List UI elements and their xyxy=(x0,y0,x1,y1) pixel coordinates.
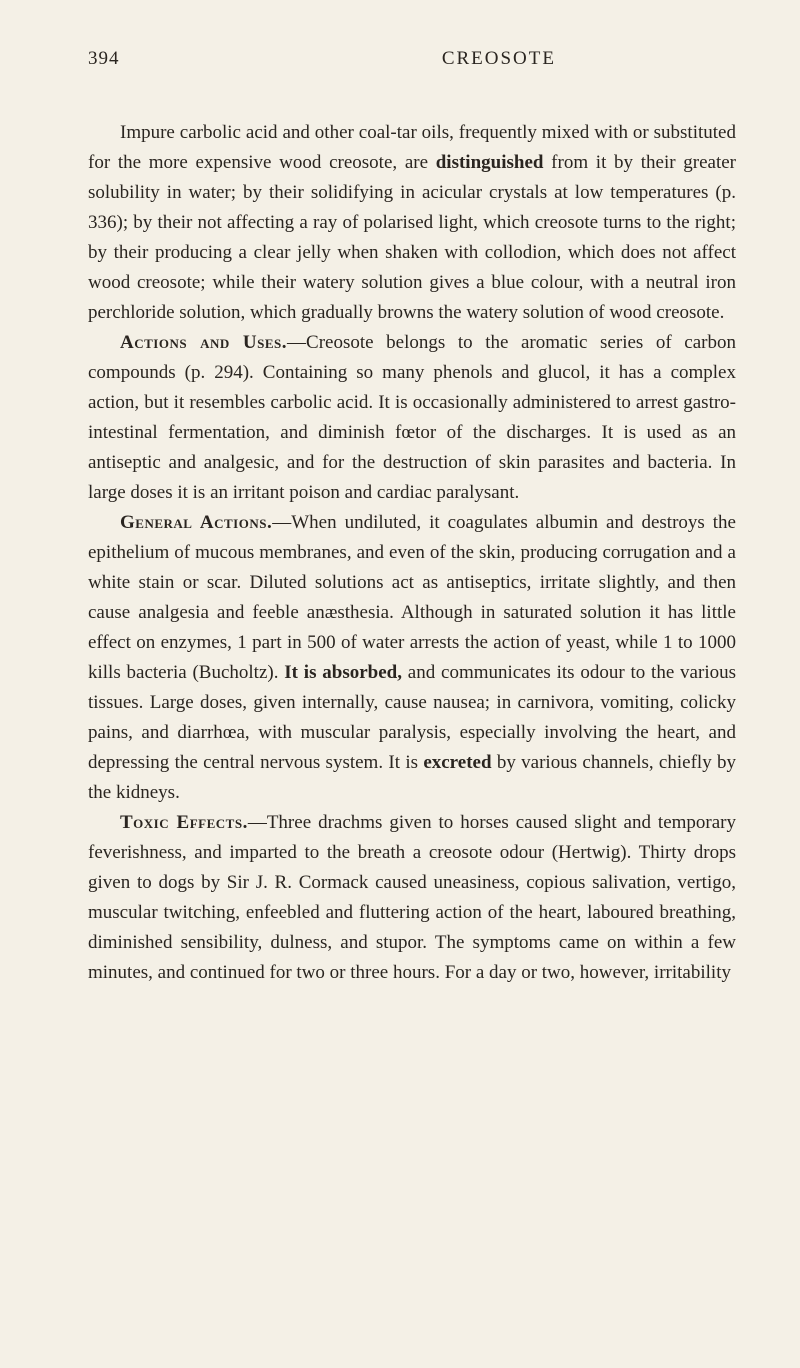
paragraph-2: Actions and Uses.—Creosote belongs to th… xyxy=(88,328,736,508)
body-text: Impure carbolic acid and other coal-tar … xyxy=(88,118,736,988)
p3-bold-2: excreted xyxy=(423,752,491,773)
p3-text-1: —When undiluted, it coagulates albumin a… xyxy=(88,512,736,683)
p2-heading: Actions and Uses. xyxy=(120,332,287,353)
p3-bold-1: It is absorbed, xyxy=(284,662,402,683)
paragraph-4: Toxic Effects.—Three drachms given to ho… xyxy=(88,808,736,988)
p3-heading: General Actions. xyxy=(120,512,272,533)
running-title: CREOSOTE xyxy=(442,48,556,70)
paragraph-1: Impure carbolic acid and other coal-tar … xyxy=(88,118,736,328)
page-number: 394 xyxy=(88,48,120,70)
p4-text-1: —Three drachms given to horses caused sl… xyxy=(88,812,736,983)
p1-text-2: from it by their greater solubility in w… xyxy=(88,152,736,323)
p1-bold-1: distinguished xyxy=(436,152,544,173)
page-header: 394 CREOSOTE xyxy=(88,48,736,70)
paragraph-3: General Actions.—When undiluted, it coag… xyxy=(88,508,736,808)
p2-text-1: —Creosote belongs to the aromatic series… xyxy=(88,332,736,503)
p4-heading: Toxic Effects. xyxy=(120,812,248,833)
